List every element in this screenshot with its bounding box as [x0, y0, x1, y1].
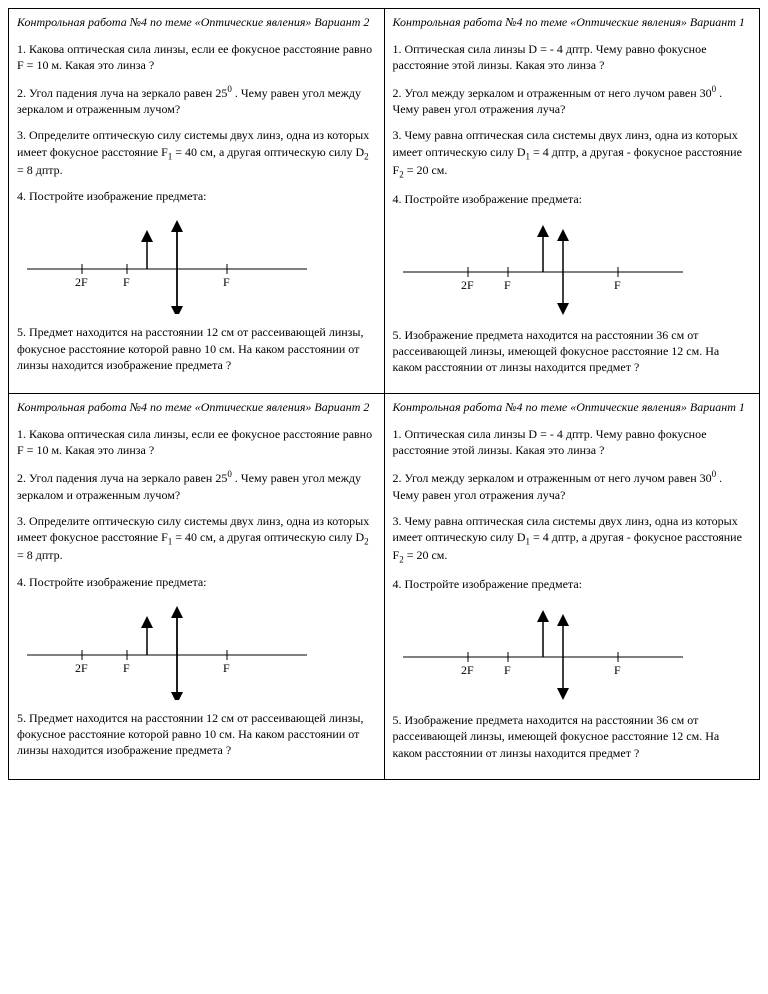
label-F2: F [223, 275, 230, 289]
q5: 5. Предмет находится на расстоянии 12 см… [17, 324, 376, 373]
label-F2: F [614, 663, 621, 677]
q2: 2. Угол падения луча на зеркало равен 25… [17, 83, 376, 117]
label-2F: 2F [75, 275, 88, 289]
q5: 5. Изображение предмета находится на рас… [393, 327, 752, 376]
q1: 1. Оптическая сила линзы D = - 4 дптр. Ч… [393, 426, 752, 458]
q2: 2. Угол падения луча на зеркало равен 25… [17, 468, 376, 502]
cell-r2c2: Контрольная работа №4 по теме «Оптически… [384, 394, 760, 779]
cell-r1c1: Контрольная работа №4 по теме «Оптически… [9, 9, 385, 394]
label-F1: F [123, 661, 130, 675]
diagram-converging: 2F F F [17, 214, 376, 314]
title: Контрольная работа №4 по теме «Оптически… [393, 15, 752, 31]
q2: 2. Угол между зеркалом и отраженным от н… [393, 83, 752, 117]
title: Контрольная работа №4 по теме «Оптически… [393, 400, 752, 416]
q4: 4. Постройте изображение предмета: [393, 576, 752, 592]
worksheet-table: Контрольная работа №4 по теме «Оптически… [8, 8, 760, 780]
diagram-diverging: 2F F F [393, 602, 752, 702]
label-F2: F [223, 661, 230, 675]
title: Контрольная работа №4 по теме «Оптически… [17, 15, 376, 31]
label-F2: F [614, 278, 621, 292]
q4: 4. Постройте изображение предмета: [17, 188, 376, 204]
diagram-diverging: 2F F F [393, 217, 752, 317]
label-2F: 2F [75, 661, 88, 675]
q5: 5. Изображение предмета находится на рас… [393, 712, 752, 761]
q1: 1. Какова оптическая сила линзы, если ее… [17, 426, 376, 458]
q3: 3. Чему равна оптическая сила системы дв… [393, 513, 752, 566]
q3: 3. Чему равна оптическая сила системы дв… [393, 127, 752, 180]
q4: 4. Постройте изображение предмета: [17, 574, 376, 590]
q4: 4. Постройте изображение предмета: [393, 191, 752, 207]
diagram-converging: 2F F F [17, 600, 376, 700]
label-F1: F [123, 275, 130, 289]
label-2F: 2F [461, 278, 474, 292]
q2: 2. Угол между зеркалом и отраженным от н… [393, 468, 752, 502]
q3: 3. Определите оптическую силу системы дв… [17, 513, 376, 564]
q3: 3. Определите оптическую силу системы дв… [17, 127, 376, 178]
cell-r1c2: Контрольная работа №4 по теме «Оптически… [384, 9, 760, 394]
label-F1: F [504, 663, 511, 677]
cell-r2c1: Контрольная работа №4 по теме «Оптически… [9, 394, 385, 779]
label-2F: 2F [461, 663, 474, 677]
q1: 1. Какова оптическая сила линзы, если ее… [17, 41, 376, 73]
label-F1: F [504, 278, 511, 292]
q1: 1. Оптическая сила линзы D = - 4 дптр. Ч… [393, 41, 752, 73]
q5: 5. Предмет находится на расстоянии 12 см… [17, 710, 376, 759]
title: Контрольная работа №4 по теме «Оптически… [17, 400, 376, 416]
